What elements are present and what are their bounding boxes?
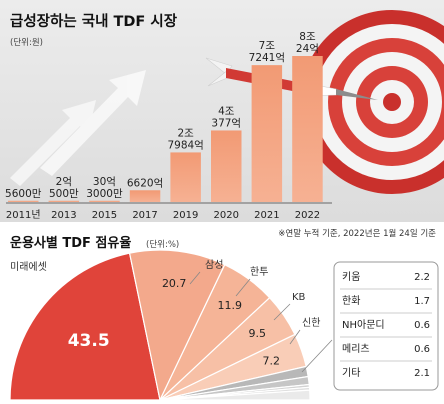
share-title: 운용사별 TDF 점유율	[10, 235, 131, 251]
pie-category-label: 한투	[250, 266, 268, 278]
pie-value-label: 7.2	[263, 355, 281, 368]
minor-share-name: 키움	[342, 271, 360, 283]
minor-share-value: 2.2	[414, 272, 430, 283]
bar-value-label: 377억	[211, 117, 241, 129]
bar-value-label: 2조	[177, 127, 194, 139]
footnote: ※연말 누적 기준, 2022년은 1월 24일 기준	[278, 228, 436, 239]
bar-value-label: 8조	[299, 31, 316, 43]
leader-line	[289, 329, 301, 345]
x-tick-label: 2021	[254, 210, 279, 221]
bar-0	[8, 200, 39, 202]
minor-share-value: 2.1	[414, 368, 430, 379]
minor-share-value: 0.6	[414, 320, 430, 331]
minor-share-name: NH아문디	[342, 319, 385, 331]
bar-value-label: 30억	[93, 176, 116, 188]
pie-category-label: 미래에셋	[10, 261, 47, 273]
minor-share-list: 키움 2.2 한화 1.7 NH아문디 0.6 메리츠 0.6 기타 2.1	[340, 271, 432, 379]
minor-share-value: 0.6	[414, 344, 430, 355]
x-tick-label: 2017	[132, 210, 157, 221]
minor-share-name: 메리츠	[342, 343, 370, 355]
x-tick-label: 2019	[173, 210, 198, 221]
leader-line	[273, 303, 291, 321]
x-tick-label: 2022	[295, 210, 320, 221]
chart-title: 급성장하는 국내 TDF 시장	[10, 12, 178, 30]
bar-7	[292, 56, 323, 202]
leader-line	[189, 271, 201, 285]
bar-value-label: 500만	[49, 188, 79, 200]
bar-value-label: 4조	[218, 105, 235, 117]
x-tick-label: 2015	[92, 210, 117, 221]
bar-value-label: 6620억	[127, 177, 163, 189]
pie-value-label: 11.9	[218, 299, 243, 312]
x-tick-label: 2011년	[6, 209, 41, 221]
rising-arrows-decoration	[10, 70, 146, 186]
bar-4	[170, 152, 201, 202]
pie-slice-0	[9, 252, 161, 401]
pie-value-label: 9.5	[249, 327, 267, 340]
bar-value-label: 7조	[259, 40, 276, 52]
bar-value-label: 3000만	[86, 188, 123, 200]
minor-share-name: 한화	[342, 295, 360, 307]
pie-category-label: 신한	[302, 317, 320, 329]
bar-value-label: 7984억	[167, 139, 203, 151]
x-tick-label: 2020	[214, 210, 239, 221]
bar-6	[251, 65, 283, 202]
bar-2	[89, 200, 120, 202]
target-icon	[300, 10, 444, 194]
pie-value-label: 20.7	[162, 277, 187, 290]
bar-value-label: 5600만	[5, 188, 42, 200]
leader-line	[301, 339, 333, 373]
pie-slice-1	[128, 249, 226, 402]
bar-5	[211, 130, 242, 202]
minor-share-name: 기타	[342, 367, 360, 379]
x-tick-label: 2013	[51, 210, 76, 221]
bar-3	[129, 190, 161, 202]
bar-value-label: 24억	[296, 43, 319, 55]
minor-share-box	[333, 261, 439, 391]
minor-share-value: 1.7	[414, 296, 430, 307]
bar-1	[48, 200, 80, 202]
pie-category-label: 삼성	[205, 259, 223, 271]
bar-value-label: 7241억	[249, 52, 285, 64]
bar-value-label: 2억	[56, 176, 72, 188]
share-unit: (단위:%)	[146, 239, 179, 250]
pie-value-label: 43.5	[68, 331, 110, 351]
leader-line	[235, 278, 251, 297]
chart-unit: (단위:원)	[10, 37, 43, 48]
pie-category-label: KB	[292, 292, 306, 303]
pie-slice-9	[159, 389, 311, 401]
